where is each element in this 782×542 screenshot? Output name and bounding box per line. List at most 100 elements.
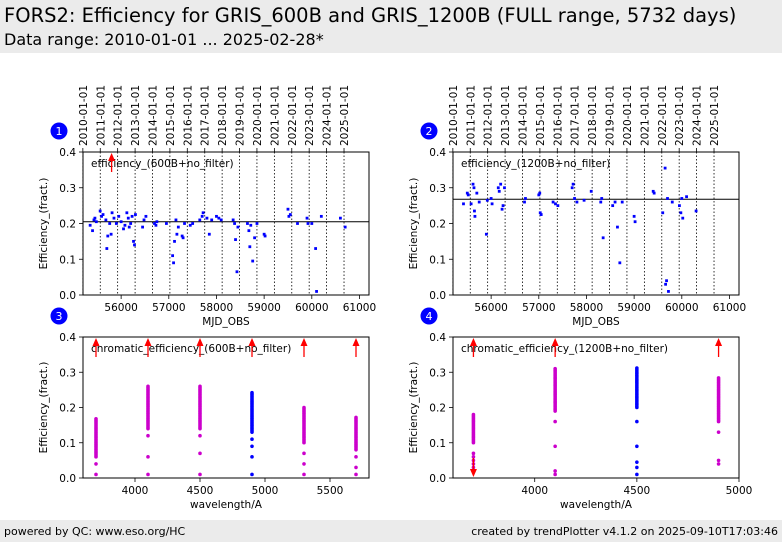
data-point <box>106 234 110 238</box>
data-point <box>306 222 310 225</box>
data-point <box>172 261 175 265</box>
data-point <box>635 465 639 470</box>
data-point <box>553 469 557 473</box>
data-point <box>153 222 156 225</box>
data-point <box>539 213 543 216</box>
data-point <box>130 214 134 218</box>
data-point <box>198 472 202 477</box>
data-point <box>112 216 116 220</box>
data-point <box>485 198 489 202</box>
data-point <box>119 220 123 224</box>
data-point <box>462 202 465 206</box>
data-point <box>678 204 681 208</box>
outlier-arrow-up <box>715 338 723 346</box>
data-point <box>497 189 501 193</box>
y-tick-label: 0.2 <box>429 219 446 231</box>
data-point <box>538 211 542 215</box>
panel-label: chromatic_efficiency_(1200B+no_filter) <box>461 343 668 355</box>
data-point <box>288 213 292 216</box>
data-point <box>263 234 267 238</box>
year-tick-label: 2023-01-01 <box>674 85 686 146</box>
x-tick-label: 57000 <box>152 302 185 314</box>
data-point <box>262 232 266 236</box>
data-point <box>613 200 617 204</box>
data-point <box>94 416 98 421</box>
data-point <box>716 462 721 466</box>
data-point <box>489 197 493 200</box>
data-point <box>146 455 150 459</box>
data-point <box>589 189 593 193</box>
year-tick-label: 2020-01-01 <box>252 85 264 146</box>
data-point <box>198 218 202 222</box>
data-point <box>217 216 221 220</box>
data-point <box>496 186 500 190</box>
y-tick-label: 0.4 <box>429 332 446 344</box>
panel-3: 0.0 0.1 0.2 0.3 0.4 4000 4500 5000 5500 wavelengt… <box>38 307 370 511</box>
data-point <box>110 211 114 215</box>
x-tick-label: 56000 <box>474 302 507 314</box>
data-point <box>154 223 158 227</box>
data-point <box>246 222 249 225</box>
data-point <box>126 216 130 220</box>
page-title: FORS2: Efficiency for GRIS_600B and GRIS… <box>4 4 737 27</box>
data-point <box>92 218 96 222</box>
x-tick-label: 61000 <box>713 302 746 314</box>
data-point <box>231 218 235 222</box>
data-point <box>207 232 211 236</box>
data-point <box>175 232 179 236</box>
outlier-arrow-up <box>92 338 100 346</box>
data-point <box>473 209 476 213</box>
year-tick-label: 2014-01-01 <box>517 85 529 146</box>
data-point <box>174 218 178 222</box>
data-point <box>663 166 667 170</box>
panel-label: efficiency_(600B+no_filter) <box>91 158 234 170</box>
data-point <box>537 193 541 197</box>
x-tick-label: 5000 <box>252 485 279 497</box>
x-tick-label: 57000 <box>522 302 555 314</box>
data-point <box>108 222 112 225</box>
outlier-arrow-up <box>196 338 204 346</box>
data-point <box>198 433 202 438</box>
y-tick-label: 0.1 <box>429 438 446 450</box>
data-point <box>573 197 576 200</box>
data-point <box>286 207 290 211</box>
data-point <box>680 197 684 200</box>
data-point <box>123 223 127 227</box>
year-tick-label: 2011-01-01 <box>465 85 477 146</box>
data-point <box>616 225 619 229</box>
data-point <box>632 214 636 218</box>
data-point <box>122 227 125 231</box>
year-tick-label: 2022-01-01 <box>657 85 669 146</box>
footer-credit: powered by QC: www.eso.org/HC <box>4 525 186 538</box>
data-point <box>635 419 639 424</box>
data-point <box>255 222 259 225</box>
x-axis-label: wavelength/A <box>560 499 633 511</box>
year-tick-label: 2017-01-01 <box>200 85 212 146</box>
y-axis-label: Efficiency_(fract.) <box>408 362 420 454</box>
panel-number-badge <box>420 122 438 140</box>
data-point <box>88 223 92 227</box>
x-tick-label: 4500 <box>187 485 214 497</box>
data-point <box>477 200 481 204</box>
y-tick-label: 0.0 <box>429 473 446 485</box>
panel-number-badge <box>420 307 438 325</box>
y-tick-label: 0.4 <box>59 147 76 159</box>
data-point <box>471 455 476 459</box>
x-tick-label: 61000 <box>343 302 376 314</box>
data-point <box>354 455 358 459</box>
data-point <box>200 214 204 218</box>
data-point <box>601 236 605 240</box>
panel-number: 2 <box>426 125 433 138</box>
data-point <box>302 472 306 477</box>
data-point <box>114 222 118 225</box>
data-point <box>354 465 358 470</box>
data-point <box>181 236 185 240</box>
data-point <box>250 390 254 395</box>
data-point <box>503 186 506 190</box>
data-point <box>215 214 218 218</box>
data-point <box>183 222 186 225</box>
y-axis-label: Efficiency_(fract.) <box>38 362 50 454</box>
data-point <box>314 247 318 250</box>
outlier-arrow-down <box>469 469 477 477</box>
data-point <box>694 209 698 213</box>
